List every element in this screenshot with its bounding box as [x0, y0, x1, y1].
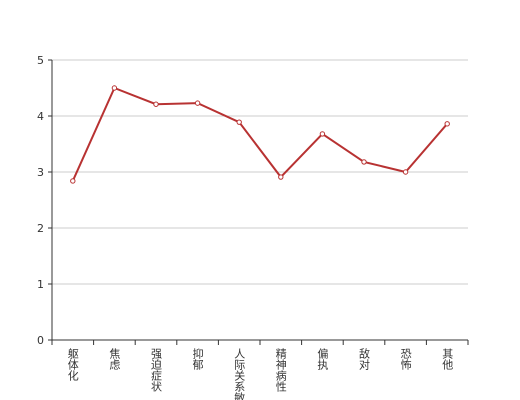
x-tick-label: 恐怖 [399, 348, 412, 370]
point [236, 119, 242, 125]
y-tick-label: 5 [37, 54, 44, 67]
point [361, 159, 367, 165]
y-tick-label: 4 [37, 110, 44, 123]
y-tick-label: 0 [37, 334, 44, 347]
x-tick-label: 人际关系敏感 [233, 348, 246, 400]
point [278, 174, 284, 180]
point [402, 169, 409, 175]
y-tick-label: 2 [37, 222, 44, 235]
x-tick-label: 躯体化 [66, 348, 79, 382]
point [111, 85, 118, 91]
x-tick-label: 偏执 [316, 347, 329, 371]
line [71, 86, 448, 182]
x-tick-label: 精神病性 [274, 348, 287, 393]
y-tick-label: 3 [37, 166, 44, 179]
x-tick-label: 抑郁 [191, 347, 204, 370]
x-tick-label: 敌对 [358, 347, 371, 370]
point [194, 100, 201, 106]
x-tick-label: 焦虑 [108, 348, 121, 370]
point [153, 101, 159, 107]
x-tick-label: 强迫症状 [150, 348, 163, 392]
point [444, 121, 450, 127]
point [319, 131, 326, 137]
x-tick-label: 其他 [441, 348, 454, 370]
y-tick-label: 1 [37, 278, 44, 291]
point [70, 178, 76, 184]
